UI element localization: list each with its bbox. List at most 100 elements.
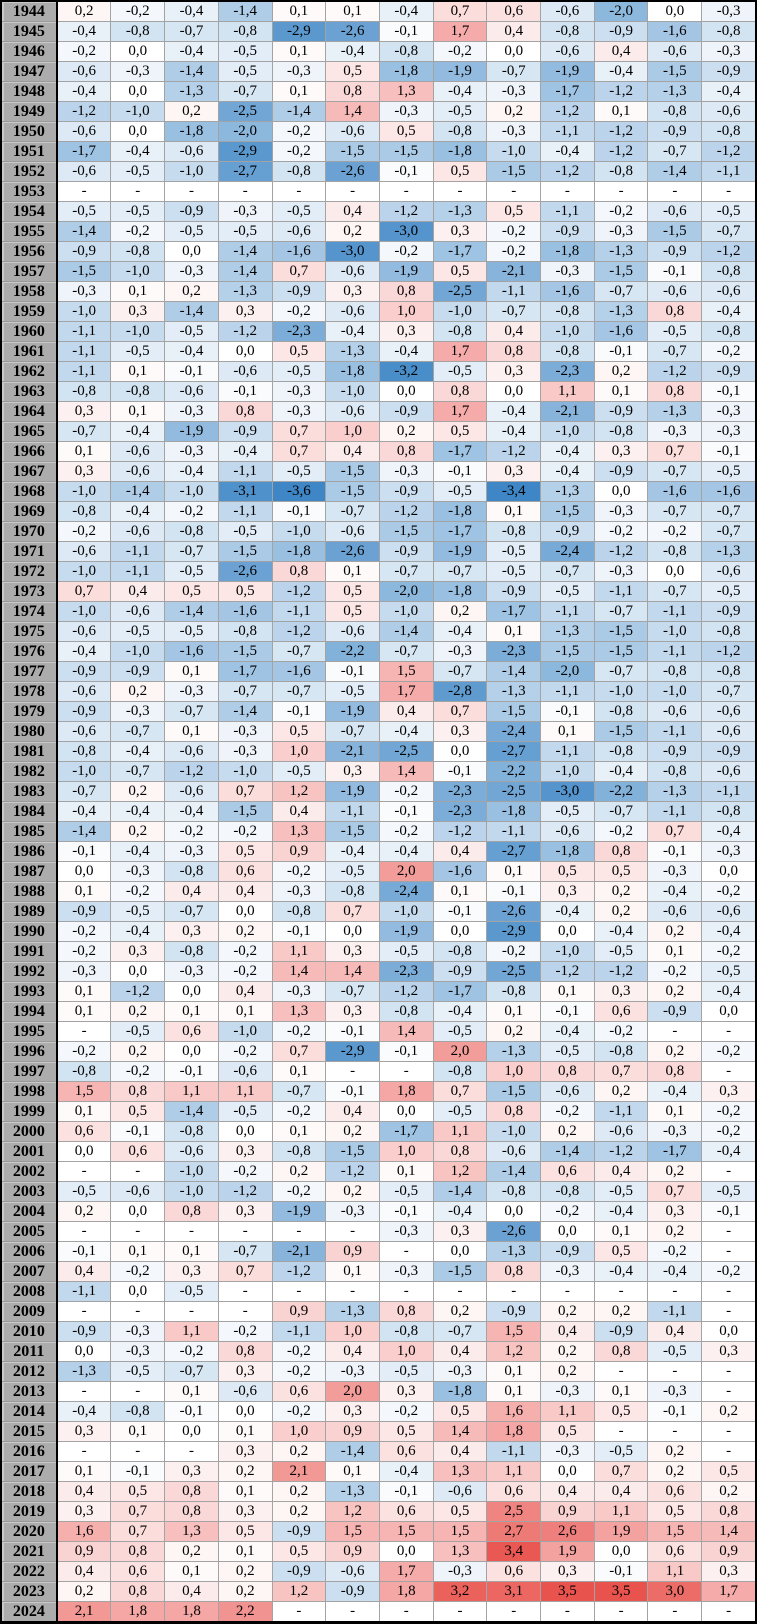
heatmap-cell: -0,3 xyxy=(540,1261,595,1282)
heatmap-cell: -0,9 xyxy=(217,421,273,442)
heatmap-cell: -1,8 xyxy=(432,581,488,602)
row-year-label: 2000 xyxy=(1,1121,58,1142)
heatmap-cell: -0,2 xyxy=(271,1401,327,1422)
heatmap-cell: -1,6 xyxy=(271,241,327,262)
heatmap-cell: -1,2 xyxy=(540,101,595,122)
row-year-label: 1947 xyxy=(1,61,58,82)
heatmap-cell: 0,6 xyxy=(486,1561,542,1582)
heatmap-cell: -1,5 xyxy=(325,141,380,162)
heatmap-cell: -0,4 xyxy=(378,1461,434,1482)
heatmap-cell: -0,5 xyxy=(110,341,166,362)
heatmap-cell: 2,1 xyxy=(56,1601,112,1623)
heatmap-cell: -1,6 xyxy=(647,481,703,502)
heatmap-cell: -0,8 xyxy=(701,121,757,142)
heatmap-cell: -0,1 xyxy=(378,1041,434,1062)
heatmap-cell: -0,5 xyxy=(164,1281,219,1302)
heatmap-cell: -0,6 xyxy=(56,161,112,182)
heatmap-cell: - xyxy=(432,1601,488,1623)
heatmap-cell: -1,1 xyxy=(110,541,166,562)
heatmap-cell: 0,0 xyxy=(110,1201,166,1222)
heatmap-row: 1948 -0,4 0,0 -1,3 -0,7 0,1 0,8 1,3 -0,4 -0,3 -1,7… xyxy=(1,81,757,102)
heatmap-cell: -0,7 xyxy=(432,661,488,682)
heatmap-cell: -0,7 xyxy=(647,141,703,162)
heatmap-cell: -1,5 xyxy=(325,1141,380,1162)
heatmap-cell: -0,5 xyxy=(701,461,757,482)
heatmap-cell: -0,2 xyxy=(378,781,434,802)
heatmap-cell: -0,4 xyxy=(110,921,166,942)
heatmap-cell: - xyxy=(378,1281,434,1302)
heatmap-cell: 0,7 xyxy=(217,781,273,802)
heatmap-cell: -1,7 xyxy=(56,141,112,162)
heatmap-cell: -0,8 xyxy=(271,1141,327,1162)
heatmap-cell: -2,5 xyxy=(378,741,434,762)
row-year-label: 1967 xyxy=(1,461,58,482)
heatmap-cell: -1,0 xyxy=(110,641,166,662)
heatmap-cell: -2,1 xyxy=(271,1241,327,1262)
heatmap-cell: 0,0 xyxy=(110,1281,166,1302)
heatmap-cell: -0,8 xyxy=(110,1401,166,1422)
heatmap-cell: - xyxy=(110,1441,166,1462)
heatmap-cell: -1,3 xyxy=(486,1241,542,1262)
heatmap-cell: 0,8 xyxy=(164,1501,219,1522)
heatmap-cell: -1,0 xyxy=(647,681,703,702)
heatmap-cell: -0,6 xyxy=(325,261,380,282)
heatmap-cell: -1,1 xyxy=(486,821,542,842)
heatmap-cell: -0,8 xyxy=(325,881,380,902)
heatmap-cell: -0,7 xyxy=(110,761,166,782)
heatmap-cell: -2,1 xyxy=(325,741,380,762)
heatmap-cell: -0,7 xyxy=(540,561,595,582)
heatmap-cell: 0,7 xyxy=(593,1061,649,1082)
heatmap-cell: 0,5 xyxy=(540,861,595,882)
heatmap-cell: -0,5 xyxy=(271,461,327,482)
heatmap-cell: -1,3 xyxy=(540,621,595,642)
heatmap-cell: 1,0 xyxy=(271,1421,327,1442)
heatmap-cell: - xyxy=(540,181,595,202)
heatmap-cell: 0,3 xyxy=(701,1081,757,1102)
heatmap-cell: -0,5 xyxy=(540,581,595,602)
row-year-label: 1965 xyxy=(1,421,58,442)
row-year-label: 1996 xyxy=(1,1041,58,1062)
heatmap-cell: 0,3 xyxy=(217,1501,273,1522)
heatmap-cell: 0,3 xyxy=(432,1221,488,1242)
heatmap-cell: -0,2 xyxy=(593,821,649,842)
heatmap-cell: 0,2 xyxy=(593,1081,649,1102)
row-year-label: 2008 xyxy=(1,1281,58,1302)
heatmap-cell: -0,6 xyxy=(217,1381,273,1402)
heatmap-cell: 0,1 xyxy=(593,1381,649,1402)
heatmap-cell: - xyxy=(325,181,380,202)
heatmap-cell: -0,8 xyxy=(110,241,166,262)
heatmap-cell: 0,1 xyxy=(217,1421,273,1442)
heatmap-cell: 0,3 xyxy=(56,1501,112,1522)
heatmap-cell: -1,0 xyxy=(56,561,112,582)
heatmap-cell: -1,7 xyxy=(432,241,488,262)
row-year-label: 1992 xyxy=(1,961,58,982)
heatmap-row: 2021 0,9 0,8 0,2 0,1 0,5 0,9 0,0 1,3 3,4 1,9 0,0 0,6… xyxy=(1,1541,757,1562)
heatmap-cell: -0,3 xyxy=(432,641,488,662)
heatmap-cell: 0,2 xyxy=(217,1561,273,1582)
heatmap-cell: -0,7 xyxy=(56,781,112,802)
heatmap-cell: -2,5 xyxy=(432,281,488,302)
heatmap-cell: -0,8 xyxy=(56,501,112,522)
heatmap-cell: -1,5 xyxy=(432,1261,488,1282)
heatmap-cell: 0,7 xyxy=(647,1181,703,1202)
heatmap-cell: 0,4 xyxy=(486,321,542,342)
heatmap-cell: 0,1 xyxy=(486,861,542,882)
heatmap-cell: -0,7 xyxy=(164,701,219,722)
heatmap-cell: -0,7 xyxy=(110,721,166,742)
heatmap-cell: -1,1 xyxy=(540,121,595,142)
heatmap-cell: 0,1 xyxy=(271,81,327,102)
heatmap-cell: 0,2 xyxy=(56,0,112,22)
heatmap-cell: 1,5 xyxy=(325,1521,380,1542)
heatmap-row: 2005- - - - - - -0,3 0,3 -2,6 0,0 0,1 0,2- xyxy=(1,1221,757,1242)
heatmap-cell: -1,0 xyxy=(540,421,595,442)
heatmap-cell: -0,5 xyxy=(540,801,595,822)
heatmap-cell: -1,2 xyxy=(164,761,219,782)
heatmap-cell: -1,3 xyxy=(647,401,703,422)
heatmap-cell: 0,8 xyxy=(593,1341,649,1362)
heatmap-cell: -0,3 xyxy=(56,961,112,982)
heatmap-cell: 0,4 xyxy=(647,1321,703,1342)
heatmap-cell: 0,3 xyxy=(217,1361,273,1382)
heatmap-cell: 0,0 xyxy=(217,1401,273,1422)
heatmap-cell: 0,4 xyxy=(217,881,273,902)
row-year-label: 1953 xyxy=(1,181,58,202)
